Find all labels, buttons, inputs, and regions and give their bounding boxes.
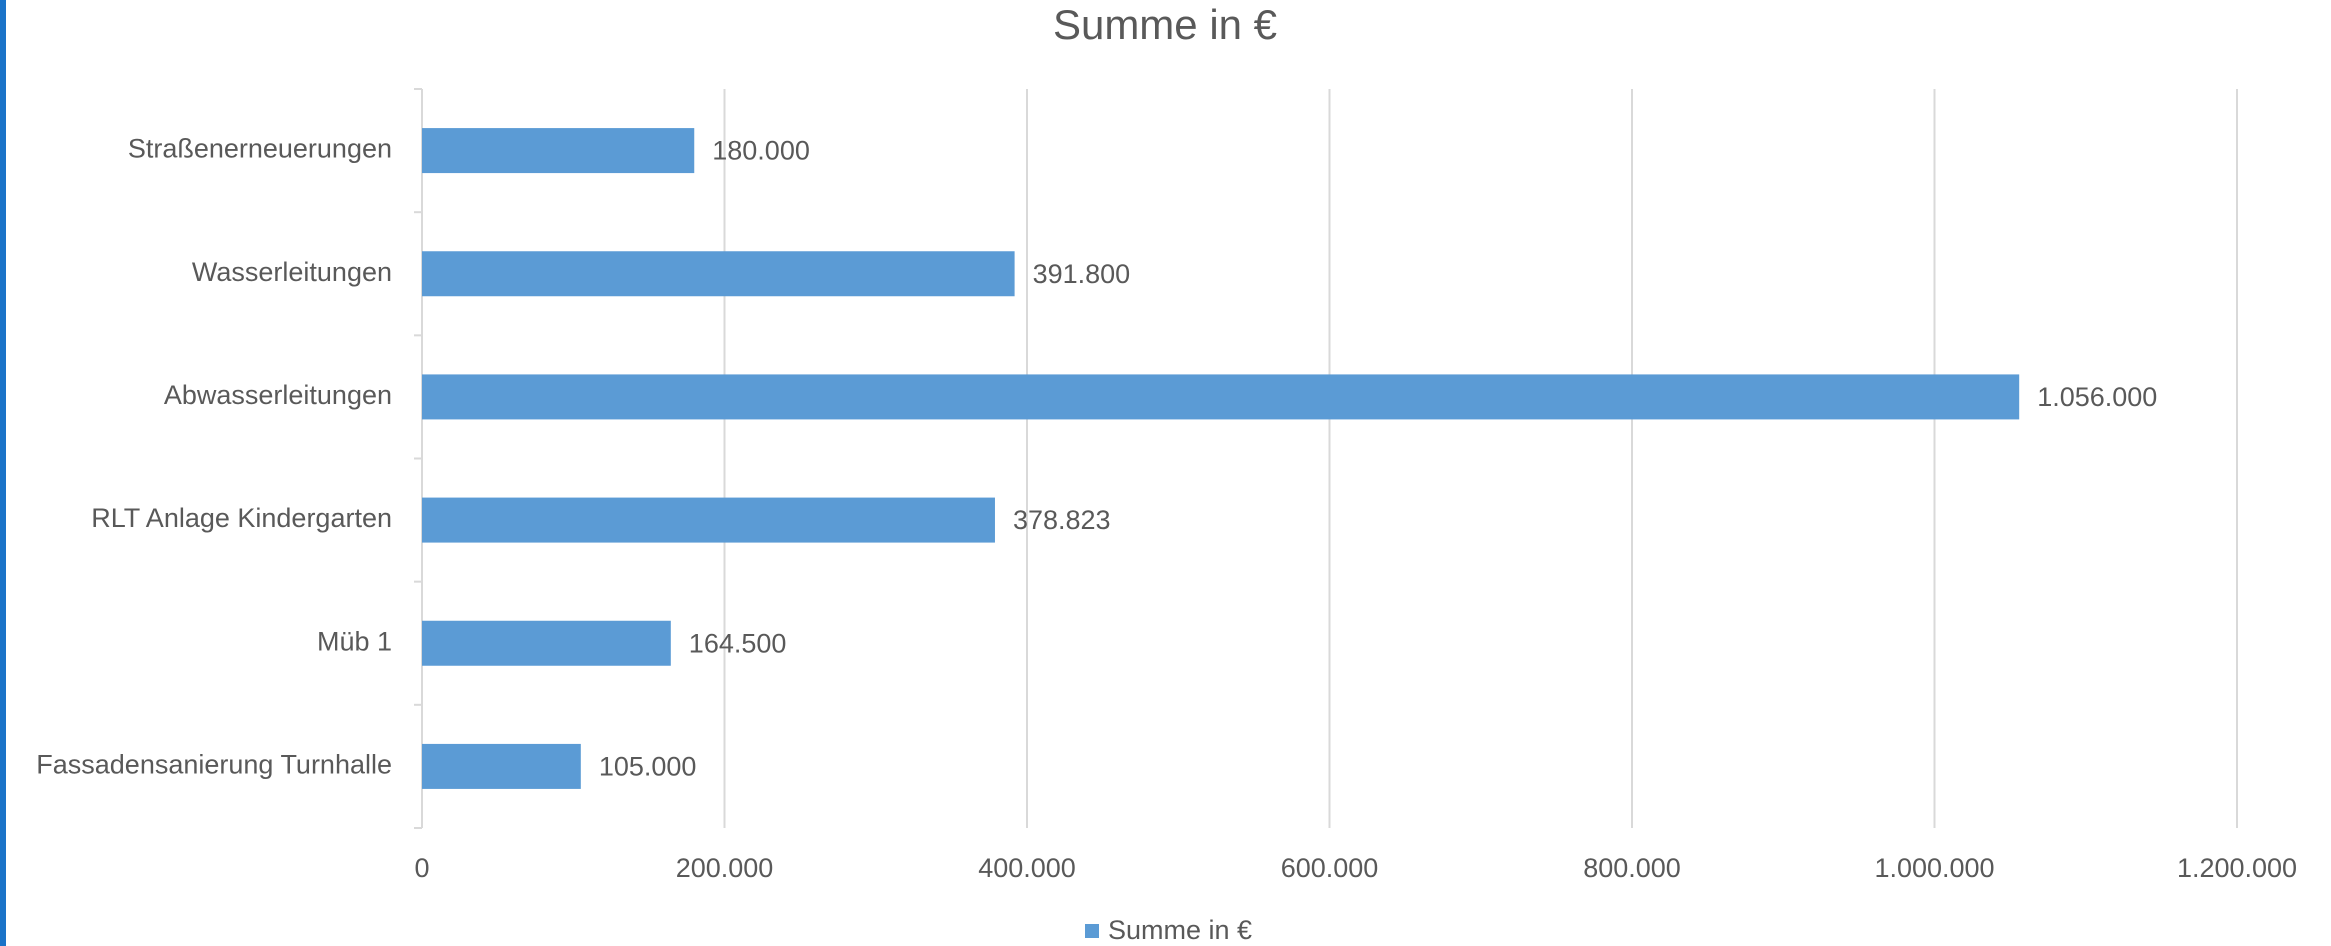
data-label: 164.500 <box>689 628 787 658</box>
data-label: 1.056.000 <box>2037 382 2157 412</box>
x-tick-label: 1.000.000 <box>1874 853 1994 883</box>
x-tick-label: 0 <box>414 853 429 883</box>
window-edge <box>0 0 6 946</box>
chart-title: Summe in € <box>1053 1 1277 48</box>
legend-label: Summe in € <box>1108 915 1252 945</box>
x-tick-label: 600.000 <box>1281 853 1379 883</box>
data-label: 105.000 <box>599 752 697 782</box>
bar <box>422 743 581 789</box>
x-tick-label: 1.200.000 <box>2177 853 2297 883</box>
data-label: 391.800 <box>1033 259 1131 289</box>
bar <box>422 374 2020 420</box>
bar <box>422 128 695 174</box>
y-tick-label: Straßenerneuerungen <box>128 134 392 164</box>
bar <box>422 620 671 666</box>
data-label: 378.823 <box>1013 505 1111 535</box>
x-tick-label: 800.000 <box>1583 853 1681 883</box>
bar <box>422 251 1015 297</box>
y-tick-label: Fassadensanierung Turnhalle <box>36 750 392 780</box>
y-tick-label: Abwasserleitungen <box>164 380 392 410</box>
x-tick-label: 200.000 <box>676 853 774 883</box>
y-tick-label: Müb 1 <box>317 626 392 656</box>
legend-swatch <box>1085 924 1099 938</box>
y-tick-label: RLT Anlage Kindergarten <box>91 503 392 533</box>
x-tick-label: 400.000 <box>978 853 1076 883</box>
y-tick-label: Wasserleitungen <box>192 257 392 287</box>
data-label: 180.000 <box>712 136 810 166</box>
bar <box>422 497 995 543</box>
